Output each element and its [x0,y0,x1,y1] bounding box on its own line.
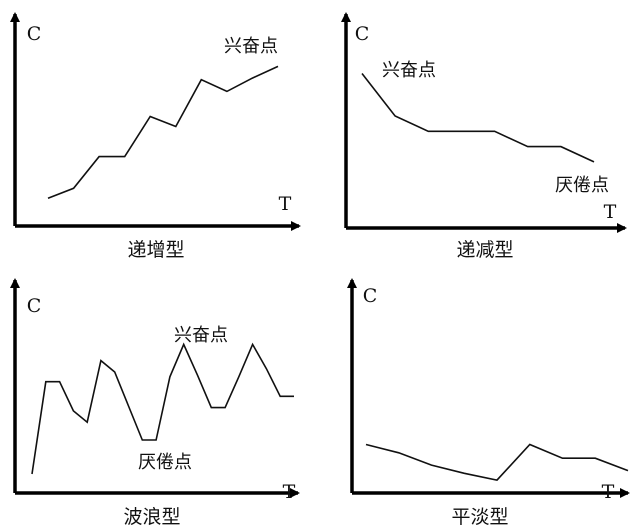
chart-title: 递减型 [456,239,513,261]
chart-title: 波浪型 [123,506,180,528]
annotation-label: 兴奋点 [224,36,278,57]
x-axis-label: T [604,201,617,223]
series-line [47,65,279,200]
series-line [361,73,595,163]
y-axis-label: C [355,23,370,45]
series-line [31,342,294,475]
y-axis-label: C [27,295,42,317]
chart-title: 平淡型 [451,506,508,528]
chart-panel-4: C T 平淡型 [347,278,630,528]
x-axis-label: T [283,481,296,503]
chart-title: 递增型 [127,239,184,261]
annotation-label: 兴奋点 [382,60,436,81]
annotation-label: 兴奋点 [174,325,228,346]
annotation-label: 厌倦点 [555,175,609,196]
chart-panel-1: C T 递增型 兴奋点 [10,12,301,261]
x-axis-label: T [279,193,292,215]
y-axis-label: C [27,23,42,45]
series-line [365,443,629,481]
annotation-label: 厌倦点 [138,452,192,473]
x-axis-label: T [602,481,615,503]
y-axis-label: C [363,285,378,307]
